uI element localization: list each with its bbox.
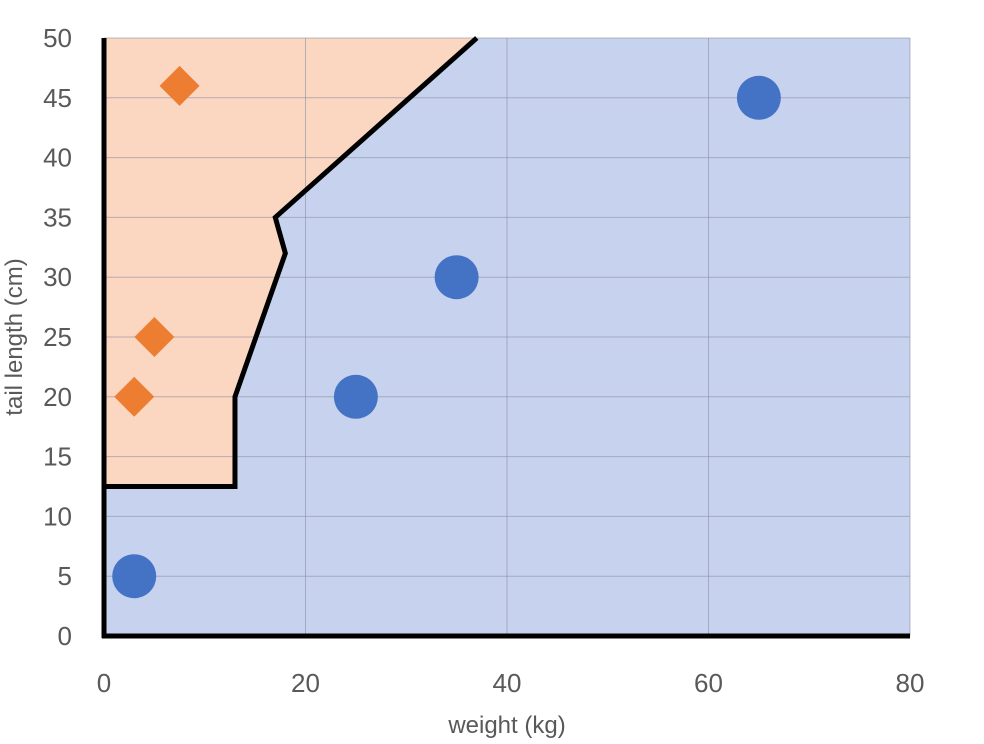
- y-tick-label-3: 15: [43, 442, 72, 472]
- y-tick-label-5: 25: [43, 322, 72, 352]
- y-tick-label-6: 30: [43, 262, 72, 292]
- y-tick-label-9: 45: [43, 83, 72, 113]
- y-tick-label-2: 10: [43, 501, 72, 531]
- x-tick-label-3: 60: [694, 668, 723, 698]
- circle-point-3: [112, 554, 157, 599]
- y-tick-label-8: 40: [43, 143, 72, 173]
- circle-point-0: [736, 75, 781, 120]
- circle-point-2: [333, 374, 378, 419]
- y-axis-label: tail length (cm): [1, 258, 28, 415]
- x-tick-label-2: 40: [493, 668, 522, 698]
- y-tick-labels: 0 5 10 15 20 25 30 35 40 45 50: [43, 23, 72, 651]
- circle-point-1: [434, 255, 479, 300]
- y-tick-label-0: 0: [58, 621, 72, 651]
- y-tick-label-10: 50: [43, 23, 72, 53]
- gridlines: [103, 37, 911, 637]
- y-tick-label-4: 20: [43, 382, 72, 412]
- y-tick-label-7: 35: [43, 202, 72, 232]
- data-points: [112, 65, 781, 599]
- x-tick-label-4: 80: [896, 668, 925, 698]
- region-a-area: [104, 38, 477, 487]
- x-tick-label-1: 20: [291, 668, 320, 698]
- x-tick-labels: 0 20 40 60 80: [97, 668, 925, 698]
- diamond-point-2: [114, 376, 155, 417]
- y-tick-label-1: 5: [58, 561, 72, 591]
- decision-boundary: [104, 36, 479, 489]
- diamond-point-1: [134, 317, 175, 357]
- x-tick-label-0: 0: [97, 668, 111, 698]
- x-axis-label: weight (kg): [447, 712, 565, 739]
- diamond-point-0: [159, 65, 200, 106]
